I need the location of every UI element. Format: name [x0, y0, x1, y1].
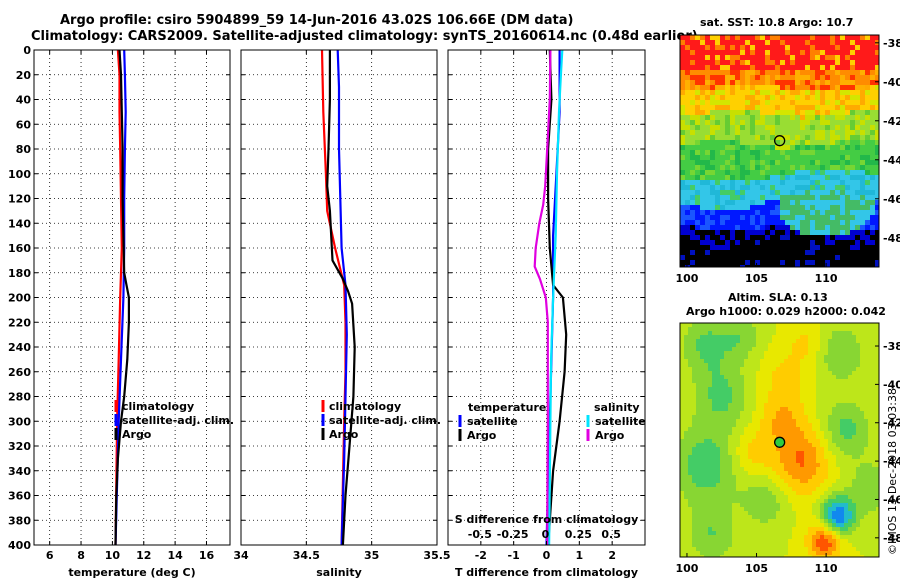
x-tick-label: 16	[199, 549, 215, 562]
x-tick-label: 34	[233, 549, 249, 562]
y-tick-label: 0	[23, 44, 31, 57]
x-tick-label: 35	[364, 549, 379, 562]
map-y-tick-label: -38	[883, 340, 900, 353]
y-tick-label: 120	[8, 193, 31, 206]
map-y-tick-label: -44	[883, 455, 900, 468]
y-tick-label: 400	[8, 539, 31, 552]
x-tick-label: -2	[475, 549, 487, 562]
x-tick-label: 0	[543, 549, 551, 562]
map-y-tick-label: -44	[883, 154, 900, 167]
y-tick-label: 380	[8, 514, 31, 527]
s-diff-axis-label: S difference from climatology	[455, 513, 639, 526]
y-tick-label: 220	[8, 316, 31, 329]
map-x-tick-label: 105	[745, 562, 768, 575]
series-line-argo	[326, 50, 356, 545]
s-diff-tick-label: 0	[542, 528, 550, 541]
series-line-s-satellite	[548, 50, 564, 545]
map-x-tick-label: 110	[815, 562, 838, 575]
series-line-s-argo	[533, 50, 552, 545]
legend-title-temperature: temperature	[468, 401, 546, 414]
series-line-satellite-adj-clim-	[336, 50, 348, 545]
header-line2: Climatology: CARS2009. Satellite-adjuste…	[31, 29, 698, 44]
map-x-tick-label: 100	[675, 562, 698, 575]
y-tick-label: 340	[8, 465, 31, 478]
series-group	[114, 50, 130, 545]
axes-box	[33, 49, 231, 546]
imos-credit: ©IMOS 13-Dec-2018 03:03:38	[886, 388, 899, 555]
map-y-tick-label: -42	[883, 417, 900, 430]
x-tick-label: -1	[508, 549, 520, 562]
x-axis-label: salinity	[316, 566, 362, 579]
x-tick-label: 2	[608, 549, 616, 562]
map-y-tick-label: -38	[883, 37, 900, 50]
legend-label: Argo	[595, 429, 625, 442]
legend-label: satellite	[467, 415, 518, 428]
x-axis-label: T difference from climatology	[455, 566, 638, 579]
y-tick-label: 180	[8, 267, 31, 280]
s-diff-tick-label: -0.25	[497, 528, 529, 541]
x-tick-label: 35.5	[423, 549, 450, 562]
legend-title-salinity: salinity	[594, 401, 640, 414]
y-tick-label: 40	[16, 94, 32, 107]
map-y-tick-label: -40	[883, 76, 900, 89]
map-y-tick-label: -40	[883, 378, 900, 391]
map-cells	[680, 35, 879, 267]
argo-position-marker	[773, 436, 786, 448]
map-x-tick-label: 100	[675, 272, 698, 285]
y-tick-label: 140	[8, 217, 31, 230]
y-tick-label: 260	[8, 366, 31, 379]
header-line1: Argo profile: csiro 5904899_59 14-Jun-20…	[60, 13, 574, 28]
y-tick-label: 60	[16, 118, 32, 131]
x-tick-label: 1	[576, 549, 584, 562]
map-x-tick-label: 110	[815, 272, 838, 285]
map-frame	[679, 322, 880, 558]
y-tick-label: 280	[8, 391, 31, 404]
series-line-argo	[114, 50, 130, 545]
legend-label: Argo	[329, 428, 359, 441]
sla-map-subtitle: Argo h1000: 0.029 h2000: 0.042	[686, 305, 886, 318]
x-tick-label: 6	[46, 549, 54, 562]
map-y-tick-label: -48	[883, 232, 900, 245]
series-group	[320, 50, 356, 545]
y-tick-label: 20	[16, 69, 32, 82]
x-tick-label: 34.5	[293, 549, 320, 562]
x-tick-label: 10	[105, 549, 121, 562]
map-y-tick-label: -42	[883, 115, 900, 128]
map-y-tick-label: -46	[883, 193, 900, 206]
y-tick-label: 160	[8, 242, 31, 255]
map-frame	[679, 34, 880, 268]
y-tick-label: 80	[16, 143, 32, 156]
series-group	[533, 50, 568, 545]
legend-label: climatology	[329, 400, 401, 413]
legend-label: Argo	[467, 429, 497, 442]
legend-label: climatology	[122, 400, 194, 413]
y-tick-label: 320	[8, 440, 31, 453]
x-tick-label: 14	[167, 549, 183, 562]
x-tick-label: 12	[136, 549, 151, 562]
s-diff-tick-label: -0.5	[468, 528, 492, 541]
x-axis-label: temperature (deg C)	[68, 566, 195, 579]
series-line-climatology	[114, 50, 123, 545]
y-tick-label: 300	[8, 415, 31, 428]
legend-label: satellite	[595, 415, 646, 428]
legend-label: satellite-adj. clim.	[329, 414, 441, 427]
s-diff-tick-label: 0.5	[601, 528, 621, 541]
y-tick-label: 200	[8, 292, 31, 305]
map-x-tick-label: 105	[745, 272, 768, 285]
argo-position-marker	[773, 135, 786, 147]
s-diff-tick-label: 0.25	[565, 528, 592, 541]
y-tick-label: 360	[8, 490, 31, 503]
sst-map-title: sat. SST: 10.8 Argo: 10.7	[700, 16, 854, 29]
y-tick-label: 240	[8, 341, 31, 354]
legend-label: satellite-adj. clim.	[122, 414, 234, 427]
map-cells	[680, 323, 879, 557]
map-y-tick-label: -48	[883, 532, 900, 545]
legend-label: Argo	[122, 428, 152, 441]
y-tick-label: 100	[8, 168, 31, 181]
x-tick-label: 8	[77, 549, 85, 562]
map-y-tick-label: -46	[883, 493, 900, 506]
sla-map-title: Altim. SLA: 0.13	[728, 291, 828, 304]
